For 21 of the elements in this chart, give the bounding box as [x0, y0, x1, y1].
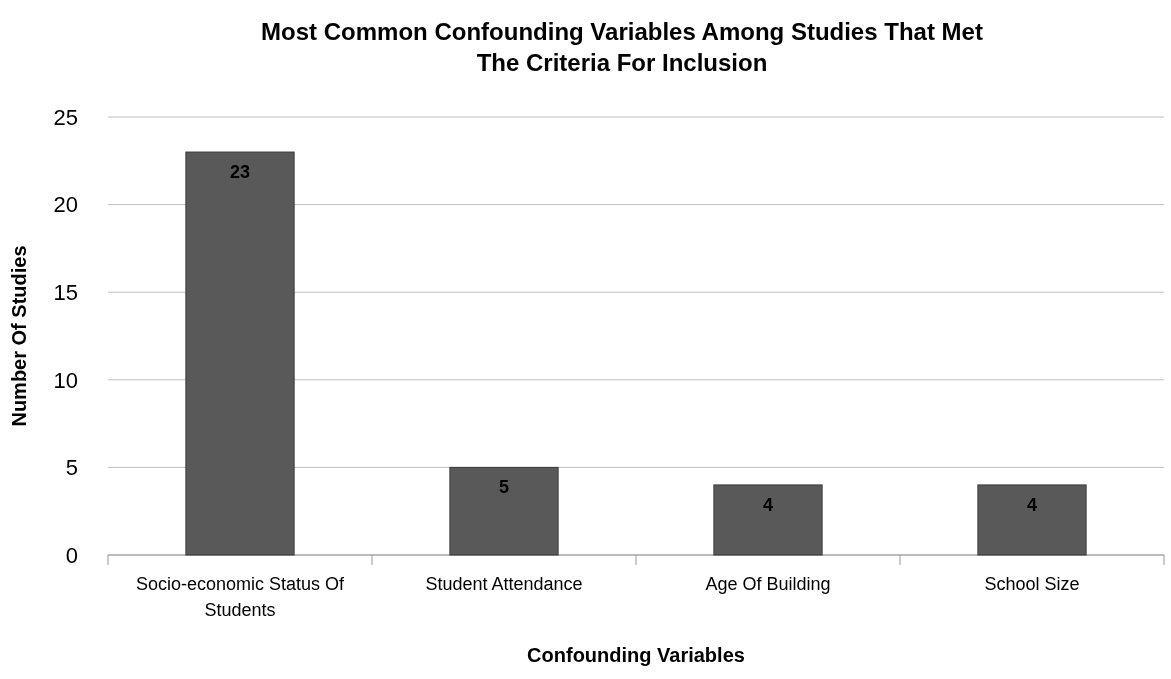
data-label: 4: [762, 494, 774, 515]
data-label: 5: [498, 477, 510, 498]
x-tick-label: Socio-economic Status Of Students: [135, 574, 346, 620]
data-label: 4: [1026, 494, 1038, 515]
y-axis-title: Number Of Studies: [8, 245, 30, 427]
bar: [449, 466, 559, 556]
bar: [185, 151, 295, 556]
x-tick-label: School Size: [984, 574, 1080, 594]
y-tick-label: 25: [53, 104, 78, 130]
x-tick-label: Student Attendance: [425, 574, 583, 594]
bar: [713, 484, 823, 556]
data-label: 23: [229, 162, 251, 183]
y-tick-label: 5: [65, 455, 78, 481]
y-tick-label: 10: [53, 367, 78, 393]
y-tick-label: 15: [53, 279, 78, 305]
x-axis-title: Confounding Variables: [527, 644, 745, 666]
y-tick-label: 0: [65, 542, 78, 568]
chart-title: Most Common Confounding Variables Among Studies That Met The Criteria For Inclusion: [261, 18, 983, 76]
bar: [977, 484, 1087, 556]
y-tick-label: 20: [53, 192, 78, 218]
x-tick-label: Age Of Building: [705, 574, 831, 594]
